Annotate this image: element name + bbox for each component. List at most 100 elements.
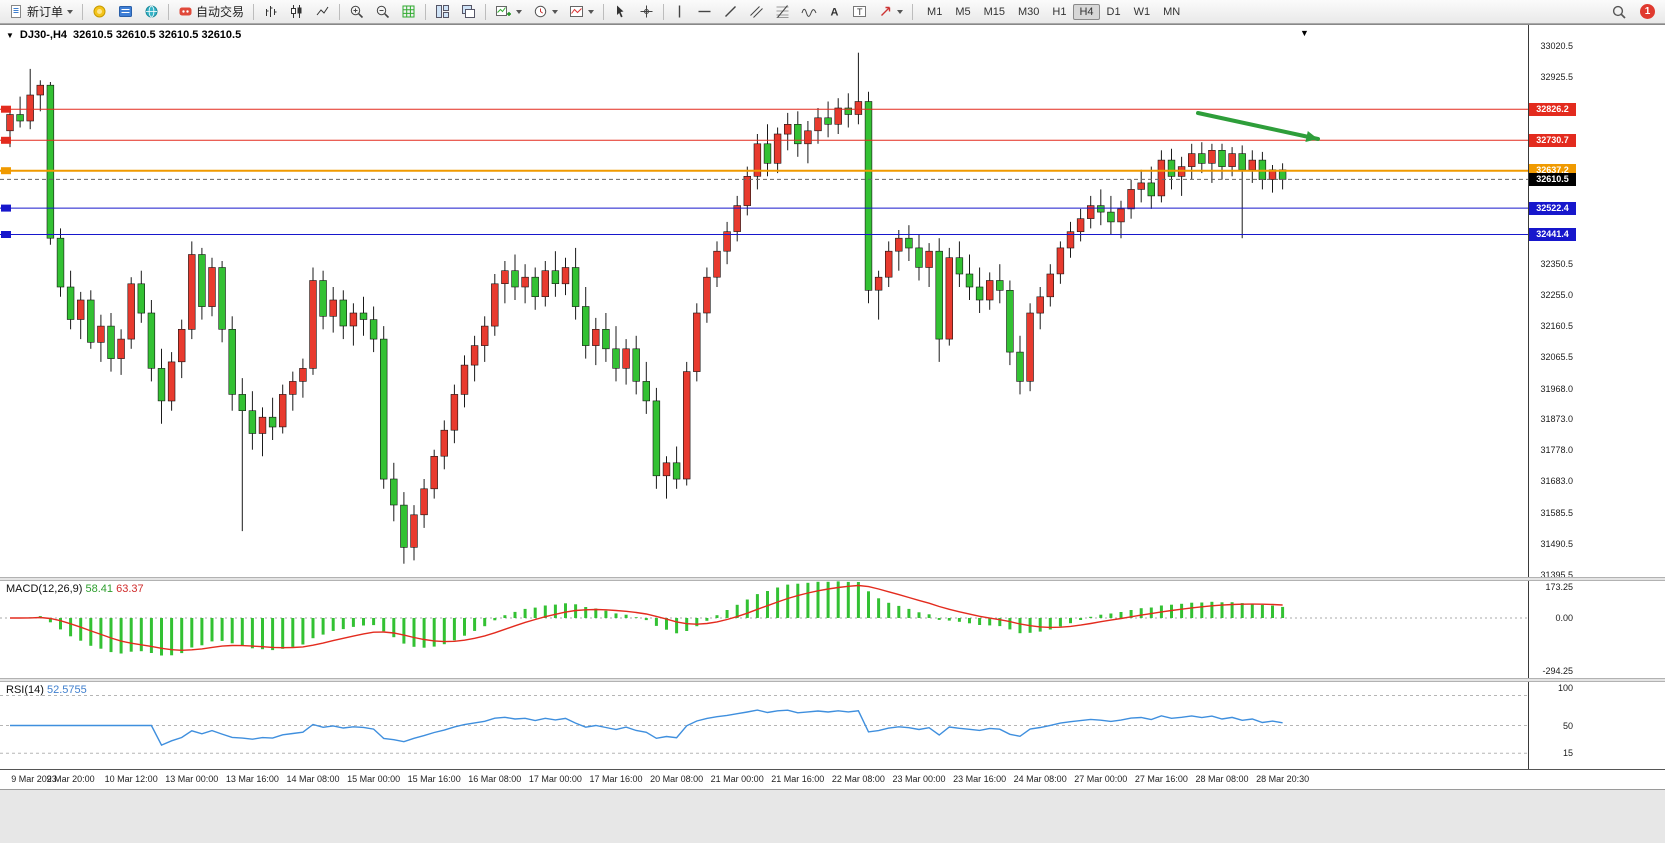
timeframe-button-m30[interactable]: M30 <box>1018 5 1040 18</box>
candle-down <box>571 267 580 307</box>
elliott-waves-button[interactable] <box>796 1 822 23</box>
cascade-windows-button[interactable] <box>456 1 481 23</box>
candle-down <box>632 348 640 382</box>
timeframe-button-m15[interactable]: M15 <box>983 5 1005 18</box>
line-left-tag <box>1 136 11 144</box>
timeframe-button-w1[interactable]: W1 <box>1133 5 1151 18</box>
macd-axis: 173.25 0.00 -294.25 <box>1528 581 1665 678</box>
candle-down <box>400 504 408 548</box>
candle-down <box>672 462 681 480</box>
horizontal-line-button[interactable] <box>692 1 717 23</box>
text-label-button[interactable]: T <box>847 1 872 23</box>
zoom-out-button[interactable] <box>370 1 395 23</box>
arrows-button[interactable] <box>873 1 908 23</box>
price-level-badge: 32441.4 <box>1529 227 1576 241</box>
time-axis-label: 21 Mar 16:00 <box>771 774 825 784</box>
main-chart-panel[interactable]: ▼ DJ30-,H4 32610.5 32610.5 32610.5 32610… <box>0 25 1665 580</box>
candle-up <box>874 276 883 291</box>
chevron-down-icon <box>552 9 559 14</box>
line-chart-button[interactable] <box>310 1 335 23</box>
periods-button[interactable] <box>528 1 563 23</box>
candle-up <box>410 514 418 548</box>
grid-button[interactable] <box>396 1 421 23</box>
indicators-button[interactable] <box>564 1 599 23</box>
candle-up <box>258 416 267 434</box>
notification-badge[interactable]: 1 <box>1640 4 1655 19</box>
macd-signal-line <box>10 584 1283 652</box>
candle-down <box>955 257 964 275</box>
vertical-line-button[interactable] <box>668 1 691 23</box>
candle-up <box>440 429 448 457</box>
candle-up <box>723 231 731 252</box>
candle-up <box>884 250 893 278</box>
candle-up <box>460 364 469 395</box>
candle-up <box>985 280 994 301</box>
equidistant-channel-button[interactable] <box>744 1 769 23</box>
price-axis-label: 31395.5 <box>1540 569 1573 580</box>
candle-down <box>157 368 166 402</box>
timeframe-button-d1[interactable]: D1 <box>1106 5 1121 18</box>
bar-chart-button[interactable] <box>258 1 283 23</box>
candlestick-chart-button[interactable] <box>284 1 309 23</box>
text-button[interactable]: A <box>823 1 846 23</box>
main-chart-canvas[interactable] <box>0 25 1528 577</box>
macd-axis-label: 173.25 <box>1545 582 1573 592</box>
rsi-value: 52.5755 <box>46 684 87 696</box>
candle-down <box>359 312 368 320</box>
candle-up <box>693 312 701 372</box>
tile-windows-button[interactable] <box>430 1 455 23</box>
search-button[interactable] <box>1606 1 1632 23</box>
candle-down <box>339 299 347 327</box>
price-axis-label: 31683.0 <box>1540 476 1573 487</box>
candle-down <box>996 280 1004 291</box>
macd-panel[interactable]: MACD(12,26,9) 58.41 63.37 173.25 0.00 -294… <box>0 581 1665 678</box>
zoom-in-button[interactable] <box>344 1 369 23</box>
new-order-button[interactable]: 新订单 <box>4 1 78 23</box>
data-window-button[interactable] <box>113 1 138 23</box>
time-axis-label: 28 Mar 08:00 <box>1195 774 1249 784</box>
candle-down <box>147 312 156 369</box>
timeframe-button-mn[interactable]: MN <box>1163 5 1181 18</box>
macd-name: MACD(12,26,9) <box>6 583 83 595</box>
candle-down <box>238 394 246 411</box>
timeframe-button-m1[interactable]: M1 <box>927 5 943 18</box>
svg-text:T: T <box>857 7 863 17</box>
candle-up <box>733 205 741 232</box>
time-axis[interactable]: 9 Mar 2023 9 Mar 20:00 10 Mar 12:00 13 Mar … <box>0 769 1665 790</box>
candle-down <box>551 270 560 284</box>
timeframe-button-m5[interactable]: M5 <box>955 5 971 18</box>
chart-collapse-icon[interactable]: ▼ <box>6 30 14 40</box>
candle-down <box>228 328 236 395</box>
separator <box>485 3 487 20</box>
crosshair-button[interactable] <box>634 1 659 23</box>
candle-up <box>925 250 933 268</box>
candle-down <box>16 114 24 122</box>
macd-canvas[interactable] <box>0 581 1528 678</box>
panel-splitter[interactable] <box>0 577 1665 581</box>
timeframe-button-h4[interactable]: H4 <box>1073 3 1100 20</box>
macd-signal-value: 63.37 <box>116 583 144 595</box>
rsi-panel[interactable]: RSI(14) 52.5755 100 50 15 <box>0 682 1665 769</box>
candle-down <box>1198 153 1206 164</box>
fibonacci-button[interactable] <box>770 1 795 23</box>
rsi-canvas[interactable] <box>0 682 1528 769</box>
market-watch-button[interactable] <box>87 1 112 23</box>
time-axis-label: 9 Mar 20:00 <box>46 774 95 784</box>
annotation-arrow[interactable] <box>1196 111 1320 141</box>
timeframe-button-h1[interactable]: H1 <box>1052 5 1067 18</box>
trendline-button[interactable] <box>718 1 743 23</box>
time-axis-label: 14 Mar 08:00 <box>286 774 340 784</box>
cursor-button[interactable] <box>608 1 633 23</box>
candle-up <box>188 254 196 330</box>
chevron-down-icon <box>67 9 74 14</box>
candle-down <box>137 283 145 314</box>
candle-down <box>975 286 984 301</box>
panel-splitter[interactable] <box>0 678 1665 682</box>
price-axis-label: 32255.0 <box>1540 290 1573 301</box>
chart-menu-icon[interactable]: ▼ <box>1300 28 1309 38</box>
algo-trading-button[interactable]: 自动交易 <box>173 1 249 23</box>
navigator-button[interactable] <box>139 1 164 23</box>
candle-up <box>6 114 14 132</box>
new-chart-button[interactable] <box>490 1 527 23</box>
candle-down <box>763 143 772 164</box>
